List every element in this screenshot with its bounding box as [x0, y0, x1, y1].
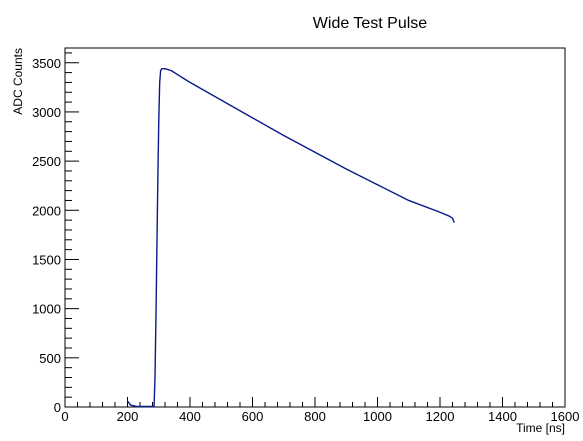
- data-point: [157, 180, 159, 182]
- data-point: [453, 221, 455, 223]
- y-axis-title: ADC Counts: [11, 48, 25, 115]
- data-point: [159, 81, 161, 84]
- x-tick-label: 600: [242, 409, 264, 424]
- data-point: [164, 68, 166, 70]
- data-point: [170, 70, 172, 72]
- data-point: [160, 70, 162, 72]
- data-point: [283, 134, 285, 137]
- data-point: [130, 404, 132, 406]
- data-point: [345, 168, 347, 170]
- data-point: [155, 317, 157, 320]
- data-point: [448, 215, 450, 217]
- x-tick-label: 1000: [363, 409, 392, 424]
- y-axis-tick-labels: 0 500 1000 1500 2000 2500 3000 3500: [32, 56, 61, 415]
- y-tick-label: 3500: [32, 56, 61, 71]
- chart-title: Wide Test Pulse: [313, 15, 428, 32]
- series-line-0: [126, 67, 455, 408]
- data-point: [314, 151, 316, 153]
- data-point: [189, 81, 191, 84]
- data-point: [439, 211, 441, 213]
- x-tick-label: 1600: [551, 409, 580, 424]
- data-point: [251, 117, 254, 119]
- x-axis-title: Time [ns]: [516, 421, 565, 435]
- x-axis-ticks: [64, 397, 566, 407]
- x-tick-label: 1200: [426, 409, 455, 424]
- x-tick-label: 800: [304, 409, 326, 424]
- x-axis-tick-labels: 0 200 400 600 800 1000 1200 1400 1600: [61, 409, 579, 424]
- y-axis-ticks: [65, 52, 79, 408]
- data-point: [176, 73, 179, 76]
- plot-frame: [64, 47, 566, 408]
- data-point: [183, 77, 185, 80]
- y-tick-label: 1500: [32, 252, 61, 267]
- data-point: [145, 405, 147, 408]
- x-tick-label: 400: [179, 409, 201, 424]
- data-point: [126, 400, 129, 402]
- x-tick-label: 1400: [488, 409, 517, 424]
- data-point: [154, 376, 156, 379]
- data-point: [156, 249, 158, 251]
- data-point: [161, 68, 163, 70]
- x-tick-label: 200: [117, 409, 139, 424]
- data-point: [220, 99, 222, 101]
- y-tick-label: 0: [54, 400, 61, 415]
- y-tick-label: 2500: [32, 154, 61, 169]
- y-tick-label: 1000: [32, 302, 61, 317]
- y-tick-label: 500: [39, 351, 61, 366]
- series-layer: [126, 67, 455, 408]
- x-tick-label: 0: [61, 409, 68, 424]
- data-point: [376, 184, 379, 186]
- data-point: [451, 217, 454, 219]
- data-point: [153, 405, 155, 408]
- y-tick-label: 3000: [32, 105, 61, 120]
- data-point: [158, 121, 160, 123]
- y-tick-label: 2000: [32, 203, 61, 218]
- data-point: [408, 199, 410, 202]
- data-point: [136, 405, 138, 408]
